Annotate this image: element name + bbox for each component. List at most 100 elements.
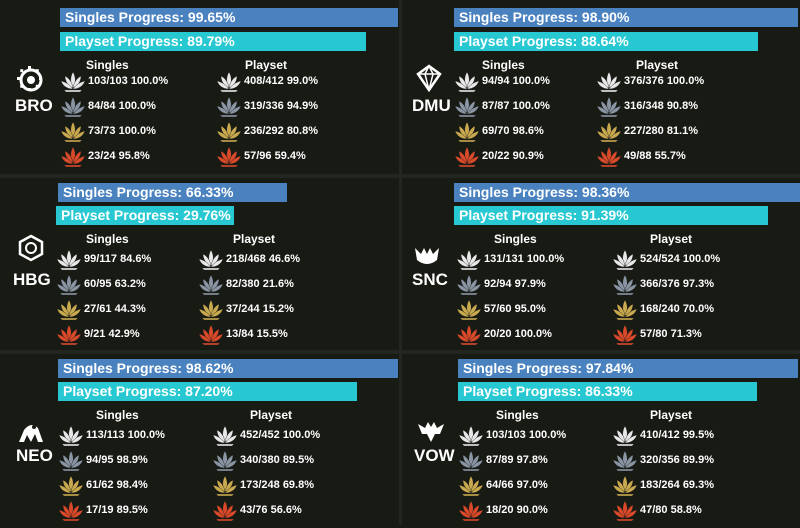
singles-progress-label: Singles Progress: 98.62% [63, 360, 234, 376]
singles-count-rare: 61/62 98.4% [86, 479, 148, 491]
playset-count-uncommon: 316/348 90.8% [624, 100, 699, 112]
singles-column-header: Singles [482, 58, 525, 72]
singles-progress-bar: Singles Progress: 99.65% [60, 8, 398, 27]
playset-progress-label: Playset Progress: 88.64% [459, 33, 629, 49]
common-lotus-icon [454, 70, 480, 94]
common-lotus-icon [596, 70, 622, 94]
playset-column-header: Playset [650, 408, 693, 422]
divider-horizontal-2 [0, 350, 800, 354]
uncommon-lotus-icon [216, 95, 242, 119]
singles-progress-label: Singles Progress: 99.65% [65, 9, 236, 25]
set-code: BRO [15, 96, 53, 115]
set-panel-bro: Singles Progress: 99.65% Playset Progress… [0, 0, 400, 175]
singles-column-header: Singles [86, 58, 129, 72]
uncommon-lotus-icon [454, 95, 480, 119]
set-code: VOW [414, 446, 455, 465]
rare-lotus-icon [596, 120, 622, 144]
singles-column-header: Singles [86, 232, 129, 246]
playset-column-header: Playset [250, 408, 293, 422]
singles-count-common: 103/103 100.0% [486, 429, 567, 441]
mythic-lotus-icon [212, 499, 238, 523]
common-lotus-icon [212, 424, 238, 448]
rare-lotus-icon [612, 298, 638, 322]
playset-progress-label: Playset Progress: 89.79% [65, 33, 235, 49]
playset-progress-bar: Playset Progress: 87.20% [58, 382, 357, 401]
singles-count-mythic: 20/22 90.9% [482, 150, 544, 162]
set-panel-snc: Singles Progress: 98.36% Playset Progress… [400, 176, 800, 351]
playset-progress-bar: Playset Progress: 88.64% [454, 32, 758, 51]
set-code: SNC [412, 270, 448, 289]
set-panel-neo: Singles Progress: 98.62% Playset Progress… [0, 352, 400, 527]
mythic-lotus-icon [456, 323, 482, 347]
singles-count-uncommon: 94/95 98.9% [86, 454, 148, 466]
set-panel-hbg: Singles Progress: 66.33% Playset Progress… [0, 176, 400, 351]
rare-lotus-icon [454, 120, 480, 144]
singles-count-common: 113/113 100.0% [86, 429, 165, 441]
playset-count-mythic: 43/76 56.6% [240, 504, 302, 516]
common-lotus-icon [612, 424, 638, 448]
playset-column-header: Playset [233, 232, 276, 246]
singles-count-common: 131/131 100.0% [484, 253, 565, 265]
set-panel-dmu: Singles Progress: 98.90% Playset Progress… [400, 0, 800, 175]
hbg-set-icon [16, 234, 46, 262]
uncommon-lotus-icon [56, 273, 82, 297]
singles-count-rare: 73/73 100.0% [88, 125, 156, 137]
mythic-lotus-icon [458, 499, 484, 523]
common-lotus-icon [458, 424, 484, 448]
playset-progress-bar: Playset Progress: 91.39% [454, 206, 768, 225]
divider-vertical [399, 0, 402, 525]
singles-count-uncommon: 84/84 100.0% [88, 100, 156, 112]
playset-progress-bar: Playset Progress: 89.79% [60, 32, 366, 51]
playset-count-uncommon: 320/356 89.9% [640, 454, 715, 466]
playset-count-uncommon: 319/336 94.9% [244, 100, 319, 112]
rare-lotus-icon [212, 474, 238, 498]
uncommon-lotus-icon [458, 449, 484, 473]
common-lotus-icon [56, 248, 82, 272]
singles-count-rare: 27/61 44.3% [84, 303, 146, 315]
playset-progress-bar: Playset Progress: 86.33% [458, 382, 757, 401]
uncommon-lotus-icon [612, 273, 638, 297]
playset-count-common: 524/524 100.0% [640, 253, 721, 265]
playset-count-mythic: 57/80 71.3% [640, 328, 702, 340]
snc-set-icon [412, 242, 442, 270]
playset-count-mythic: 49/88 55.7% [624, 150, 686, 162]
rare-lotus-icon [56, 298, 82, 322]
playset-count-common: 408/412 99.0% [244, 75, 319, 87]
rare-lotus-icon [58, 474, 84, 498]
uncommon-lotus-icon [60, 95, 86, 119]
singles-count-rare: 64/66 97.0% [486, 479, 548, 491]
common-lotus-icon [58, 424, 84, 448]
mythic-lotus-icon [60, 145, 86, 169]
playset-count-rare: 168/240 70.0% [640, 303, 715, 315]
playset-progress-label: Playset Progress: 87.20% [63, 383, 233, 399]
common-lotus-icon [216, 70, 242, 94]
divider-horizontal-1 [0, 174, 800, 178]
playset-count-rare: 183/264 69.3% [640, 479, 715, 491]
rare-lotus-icon [60, 120, 86, 144]
singles-progress-bar: Singles Progress: 66.33% [58, 183, 287, 202]
singles-count-uncommon: 87/89 97.8% [486, 454, 548, 466]
mythic-lotus-icon [596, 145, 622, 169]
playset-count-uncommon: 366/376 97.3% [640, 278, 715, 290]
uncommon-lotus-icon [456, 273, 482, 297]
set-code: HBG [13, 270, 51, 289]
common-lotus-icon [198, 248, 224, 272]
singles-count-common: 94/94 100.0% [482, 75, 550, 87]
playset-progress-bar: Playset Progress: 29.76% [56, 206, 234, 225]
singles-progress-bar: Singles Progress: 98.90% [454, 8, 798, 27]
playset-column-header: Playset [650, 232, 693, 246]
rare-lotus-icon [456, 298, 482, 322]
singles-column-header: Singles [96, 408, 139, 422]
common-lotus-icon [60, 70, 86, 94]
uncommon-lotus-icon [612, 449, 638, 473]
singles-progress-label: Singles Progress: 66.33% [63, 184, 234, 200]
singles-progress-bar: Singles Progress: 98.62% [58, 359, 398, 378]
singles-column-header: Singles [494, 232, 537, 246]
singles-count-common: 103/103 100.0% [88, 75, 169, 87]
rare-lotus-icon [612, 474, 638, 498]
uncommon-lotus-icon [198, 273, 224, 297]
singles-count-uncommon: 87/87 100.0% [482, 100, 550, 112]
set-code: NEO [16, 446, 53, 465]
singles-count-rare: 57/60 95.0% [484, 303, 546, 315]
playset-column-header: Playset [636, 58, 679, 72]
